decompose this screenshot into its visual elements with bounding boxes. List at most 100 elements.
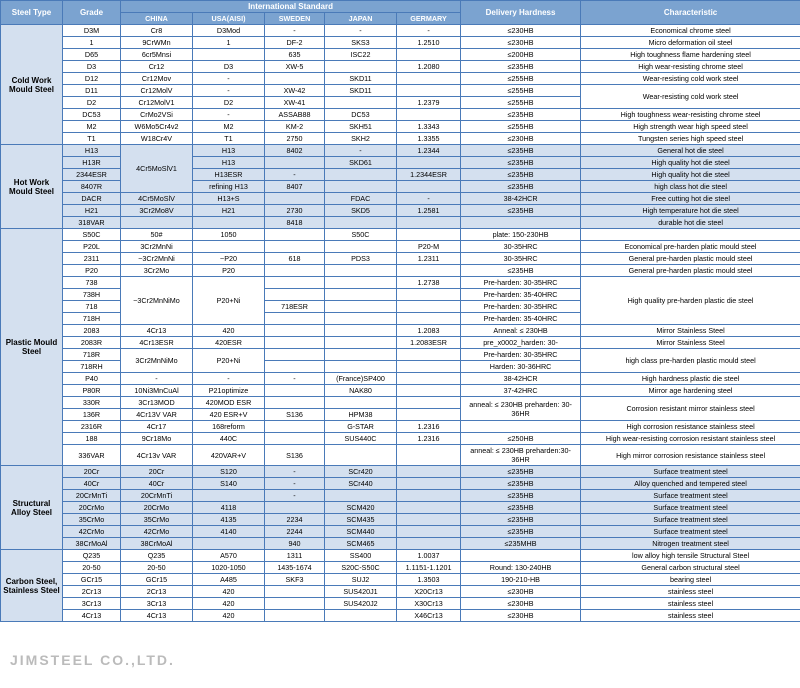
usa-cell: A485 (193, 574, 265, 586)
category-cell: Structural Alloy Steel (1, 466, 63, 550)
std-cell (397, 397, 461, 409)
char-cell: Nitrogen treatment steel (581, 538, 800, 550)
std-cell: XW-42 (265, 85, 325, 97)
std-cell: 1.2344ESR (397, 169, 461, 181)
char-cell: Tungsten series high speed steel (581, 133, 800, 145)
std-cell (397, 301, 461, 313)
char-cell: High wear-resisting chrome steel (581, 61, 800, 73)
hard-cell: 38-42HCR (461, 373, 581, 385)
table-row: 35CrMo35CrMo41352234SCM435≤235HBSurface … (1, 514, 800, 526)
std-cell: S136 (265, 409, 325, 421)
std-cell (397, 490, 461, 502)
char-cell: Mirror Stainless Steel (581, 325, 800, 337)
std-cell: SUS420J1 (325, 586, 397, 598)
grade-cell: 738H (63, 289, 121, 301)
std-cell (397, 385, 461, 397)
usa-cell: 4140 (193, 526, 265, 538)
std-cell (265, 265, 325, 277)
china-cell: - (121, 373, 193, 385)
th-char: Characteristic (581, 1, 800, 25)
std-cell: 2750 (265, 133, 325, 145)
std-cell: 2730 (265, 205, 325, 217)
char-cell: low alloy high tensile Structural Steel (581, 550, 800, 562)
std-cell (325, 217, 397, 229)
china-cell: 3Cr2Mo (121, 265, 193, 277)
table-row: 8407Rrefining H138407≤235HBhigh class ho… (1, 181, 800, 193)
usa-cell: A570 (193, 550, 265, 562)
std-cell: 1311 (265, 550, 325, 562)
table-row: 20CrMnTi20CrMnTi-≤235HBSurface treatment… (1, 490, 800, 502)
usa-cell: D3Mod (193, 25, 265, 37)
china-cell: 3Cr2Mo8V (121, 205, 193, 217)
std-cell (265, 313, 325, 325)
china-cell: 4Cr17 (121, 421, 193, 433)
table-row: H213Cr2Mo8VH212730SKD51.2581≤235HBHigh t… (1, 205, 800, 217)
grade-cell: 20CrMo (63, 502, 121, 514)
char-cell (581, 229, 800, 241)
usa-cell: - (193, 109, 265, 121)
std-cell: - (397, 25, 461, 37)
hard-cell: ≤235HB (461, 265, 581, 277)
china-cell: 20CrMnTi (121, 490, 193, 502)
std-cell (325, 301, 397, 313)
china-cell: 4Cr13V VAR (121, 409, 193, 421)
grade-cell: H13R (63, 157, 121, 169)
char-cell: Economical chrome steel (581, 25, 800, 37)
table-row: P20L3Cr2MnNiP20-M30-35HRCEconomical pre-… (1, 241, 800, 253)
std-cell (325, 265, 397, 277)
steel-table: Steel Type Grade International Standard … (0, 0, 800, 622)
usa-cell (193, 490, 265, 502)
usa-cell: 420 (193, 586, 265, 598)
grade-cell: D12 (63, 73, 121, 85)
china-cell: 4Cr5MoSlV1 (121, 145, 193, 193)
std-cell: 1.2738 (397, 277, 461, 289)
table-row: 2083R4Cr13ESR420ESR1.2083ESRpre_x0002_ha… (1, 337, 800, 349)
std-cell: SKD11 (325, 73, 397, 85)
china-cell: 20-50 (121, 562, 193, 574)
std-cell: SCM465 (325, 538, 397, 550)
std-cell: FDAC (325, 193, 397, 205)
char-cell: Surface treatment steel (581, 526, 800, 538)
char-cell: High quality hot die steel (581, 157, 800, 169)
hard-cell: ≤230HB (461, 25, 581, 37)
grade-cell: 38CrMoAl (63, 538, 121, 550)
table-row: 40Cr40CrS140-SCr440≤235HBAlloy quenched … (1, 478, 800, 490)
hard-cell: ≤200HB (461, 49, 581, 61)
hard-cell: 30-35HRC (461, 241, 581, 253)
std-cell: ASSAB88 (265, 109, 325, 121)
china-cell: 4Cr13 (121, 325, 193, 337)
char-cell: Surface treatment steel (581, 514, 800, 526)
table-row: Cold Work Mould SteelD3MCr8D3Mod---≤230H… (1, 25, 800, 37)
std-cell: 1.2080 (397, 61, 461, 73)
std-cell: 1.1151-1.1201 (397, 562, 461, 574)
std-cell (265, 277, 325, 289)
category-cell: Plastic Mould Steel (1, 229, 63, 466)
china-cell: 10Ni3MnCuAl (121, 385, 193, 397)
std-cell: 1.2083ESR (397, 337, 461, 349)
hard-cell: ≤235HB (461, 181, 581, 193)
usa-cell: 4118 (193, 502, 265, 514)
th-sweden: SWEDEN (265, 13, 325, 25)
char-cell: High quality hot die steel (581, 169, 800, 181)
hard-cell: plate: 150-230HB (461, 229, 581, 241)
grade-cell: Q235 (63, 550, 121, 562)
usa-cell: M2 (193, 121, 265, 133)
usa-cell: - (193, 373, 265, 385)
hard-cell: ≤255HB (461, 85, 581, 97)
china-cell: 20Cr (121, 466, 193, 478)
usa-cell: 420MOD ESR (193, 397, 265, 409)
table-row: 2344ESRH13ESR-1.2344ESR≤235HBHigh qualit… (1, 169, 800, 181)
std-cell (325, 490, 397, 502)
char-cell: stainless steel (581, 610, 800, 622)
th-grade: Grade (63, 1, 121, 25)
std-cell (325, 361, 397, 373)
usa-cell: 420 (193, 610, 265, 622)
hard-cell: 30-35HRC (461, 253, 581, 265)
grade-cell: 20-50 (63, 562, 121, 574)
th-hard: Delivery Hardness (461, 1, 581, 25)
hard-cell: anneal: ≤ 230HB preharden:30-36HR (461, 445, 581, 466)
grade-cell: 2083R (63, 337, 121, 349)
std-cell (265, 502, 325, 514)
china-cell: 3Cr13MOD (121, 397, 193, 409)
std-cell: 1.3343 (397, 121, 461, 133)
